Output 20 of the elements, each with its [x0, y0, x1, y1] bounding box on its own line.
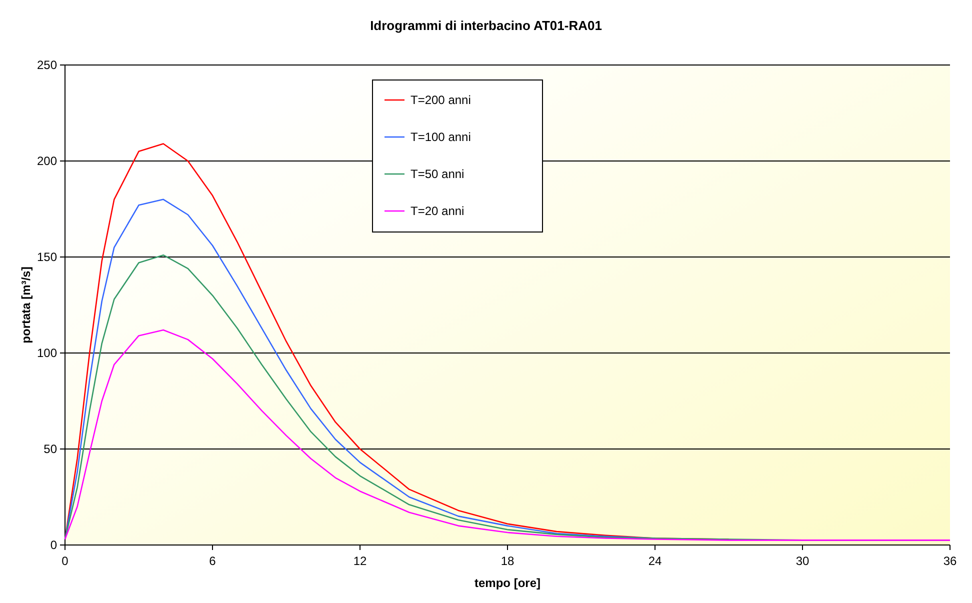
x-axis-title: tempo [ore]	[474, 576, 541, 590]
y-tick-label: 200	[36, 154, 58, 168]
x-tick-label: 24	[648, 554, 662, 568]
x-tick-label: 36	[943, 554, 957, 568]
y-tick-label: 0	[50, 538, 58, 552]
legend-label: T=200 anni	[410, 93, 471, 108]
x-tick-label: 0	[62, 554, 69, 568]
x-tick-label: 12	[353, 554, 367, 568]
y-tick-label: 50	[44, 442, 58, 456]
chart-title: Idrogrammi di interbacino AT01-RA01	[370, 18, 602, 33]
y-axis-title: portata [m³/s]	[19, 266, 33, 344]
y-tick-label: 100	[36, 346, 58, 360]
y-tick-label: 150	[36, 250, 58, 264]
y-tick-label: 250	[36, 58, 58, 72]
x-tick-label: 30	[796, 554, 810, 568]
legend-label: T=20 anni	[410, 204, 464, 218]
legend-label: T=100 anni	[410, 130, 471, 144]
x-tick-label: 6	[209, 554, 216, 568]
legend-label: T=50 anni	[410, 167, 464, 182]
x-tick-label: 18	[500, 554, 514, 568]
